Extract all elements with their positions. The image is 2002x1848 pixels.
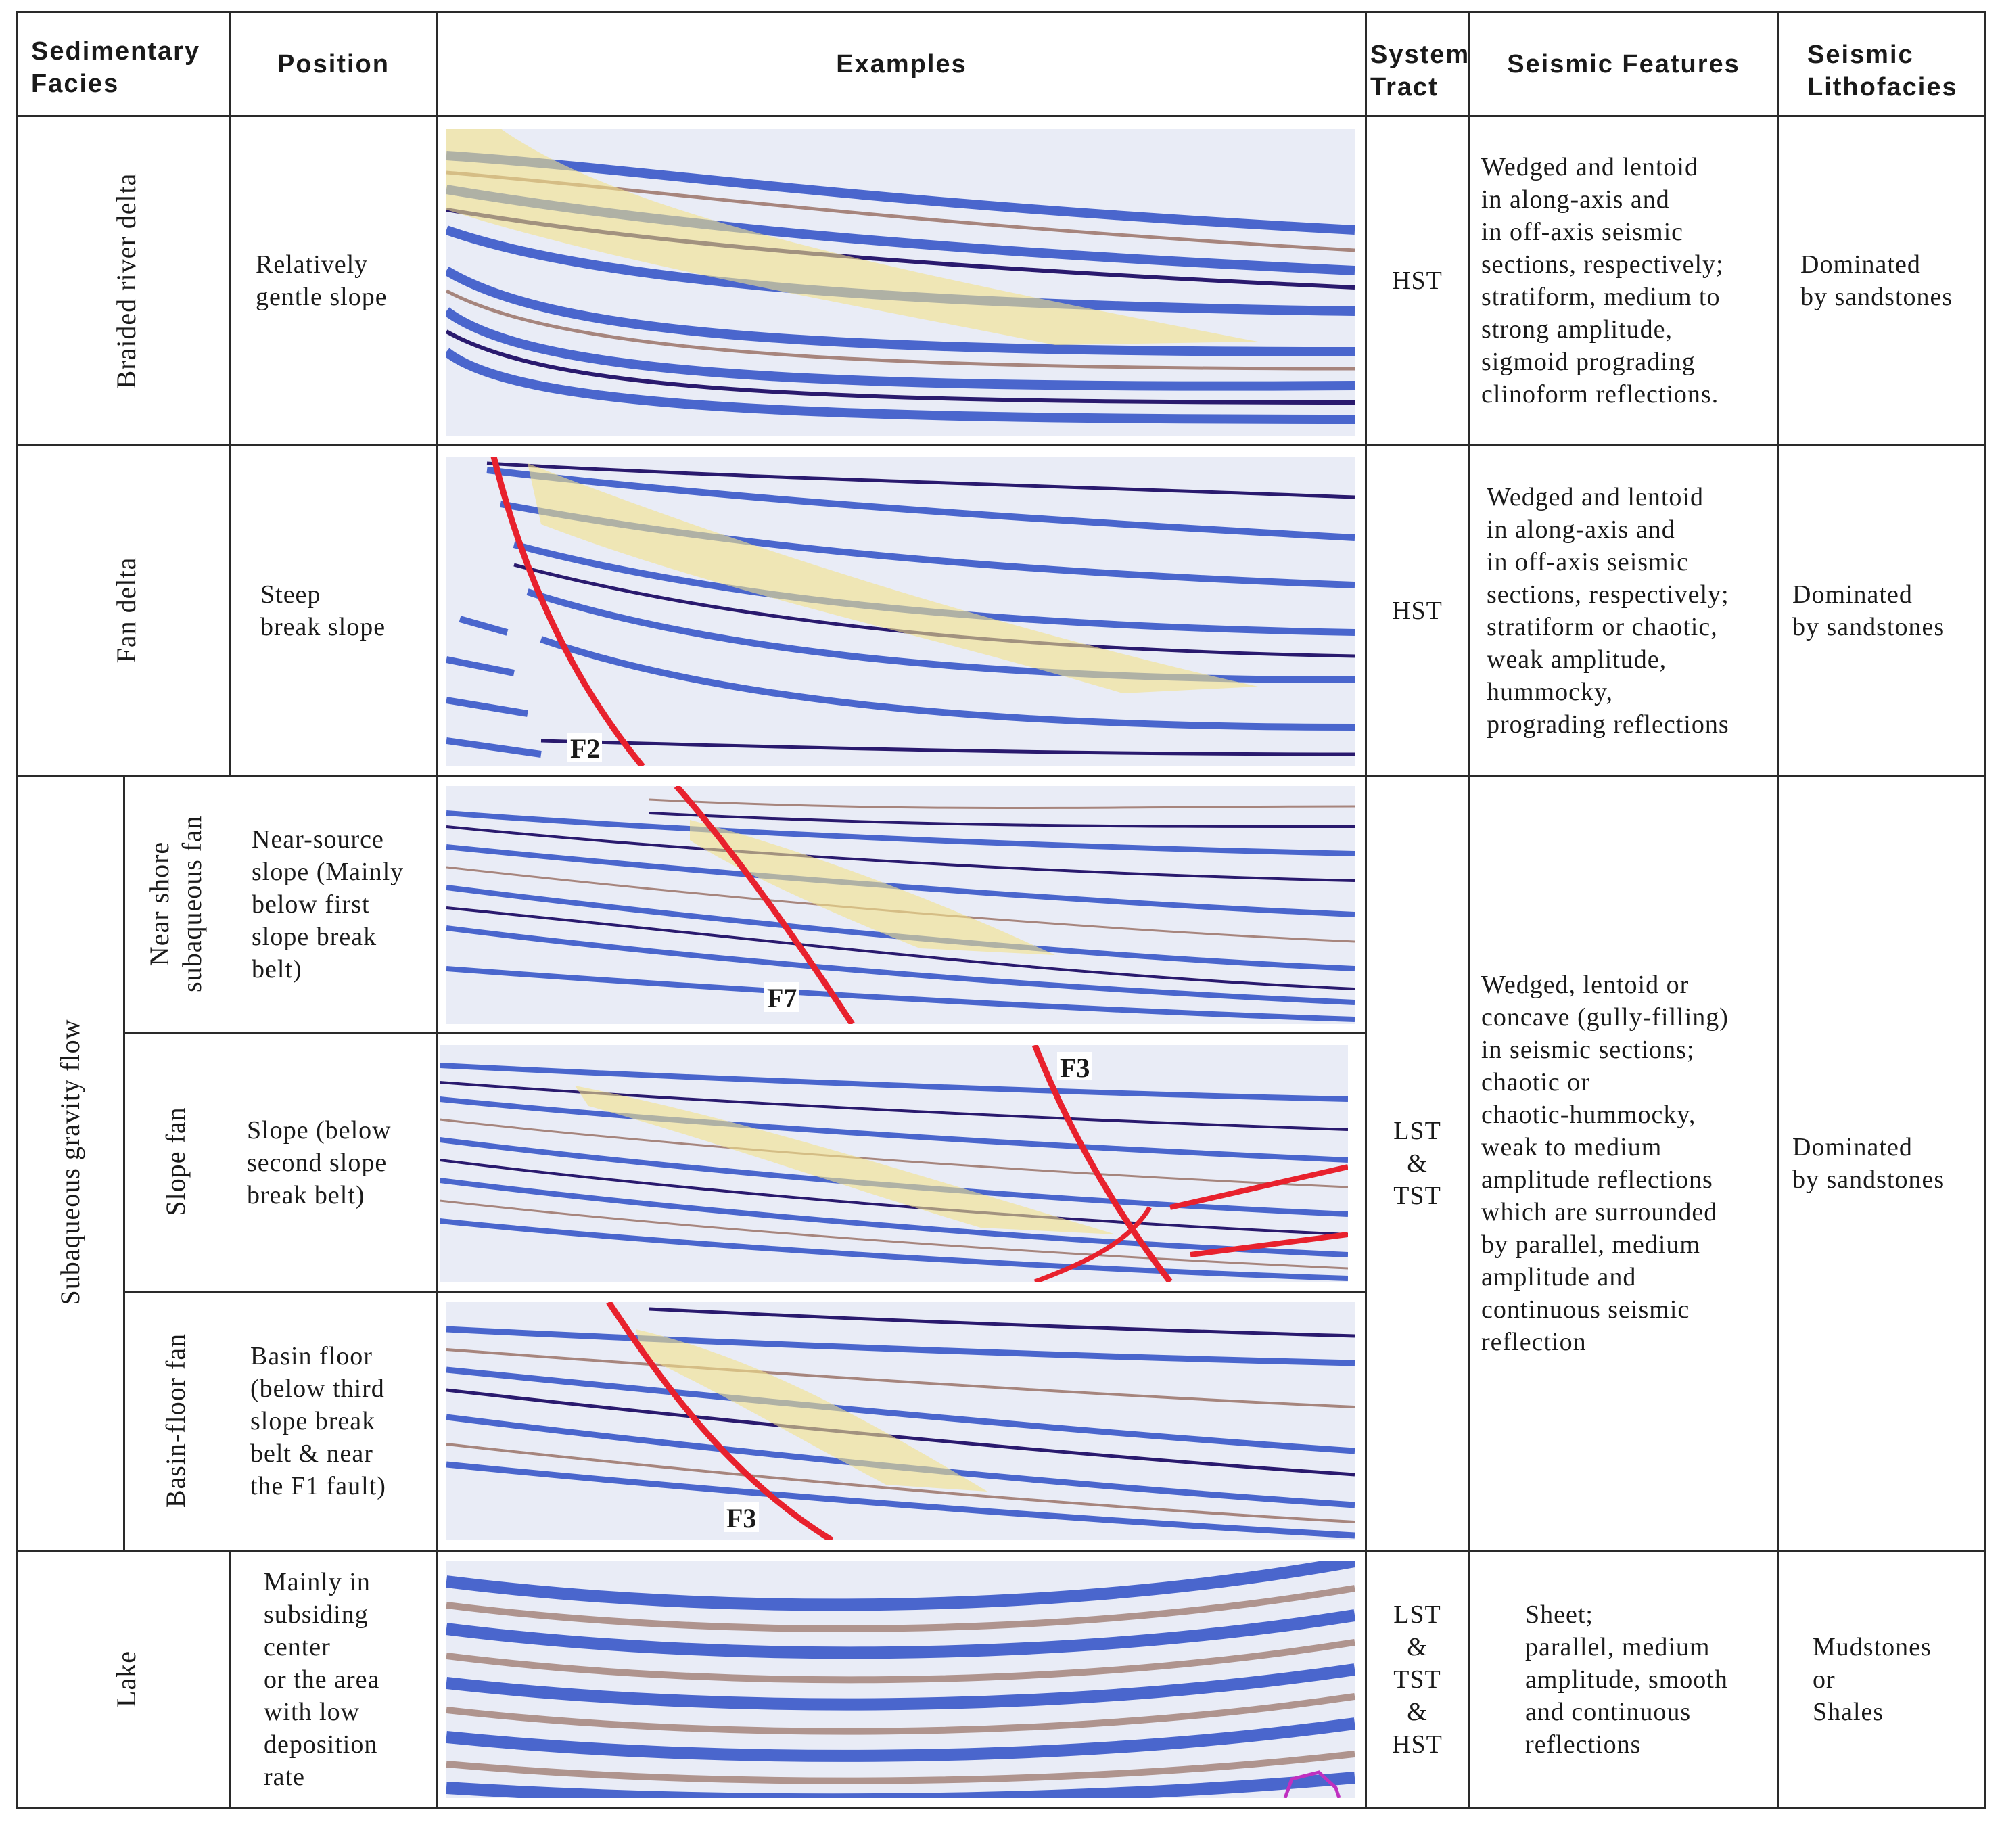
- position-lake: Mainly in subsiding center or the area w…: [264, 1568, 380, 1791]
- tract-gravity-flow: LST & TST: [1393, 1116, 1441, 1210]
- col-border: [1777, 11, 1779, 1809]
- facies-braided-river-delta: Braided river delta: [111, 172, 141, 389]
- features-gravity-flow: Wedged, lentoid or concave (gully-fillin…: [1481, 970, 1729, 1356]
- features-fan-delta: Wedged and lentoid in along-axis and in …: [1487, 482, 1729, 739]
- col-border: [436, 11, 438, 1809]
- seismic-section-slope-fan: F3: [440, 1045, 1348, 1282]
- col-border: [1365, 11, 1367, 1809]
- position-near-shore-fan: Near-source slope (Mainly below first sl…: [252, 825, 404, 984]
- table-top-border: [16, 11, 1986, 13]
- seismic-section-basin-floor-fan: F3: [446, 1302, 1355, 1540]
- subcol-border: [123, 775, 125, 1552]
- fault-label-f3-slope: F3: [1060, 1053, 1090, 1083]
- fault-label-f7: F7: [767, 983, 797, 1013]
- header-system-tract: System Tract: [1370, 41, 1470, 101]
- features-lake: Sheet; parallel, medium amplitude, smoot…: [1525, 1600, 1728, 1759]
- header-facies: Sedimentary Facies: [31, 37, 201, 98]
- seismic-image-near-shore-fan: [446, 786, 1355, 1024]
- seismic-image-basin-floor-fan: [446, 1302, 1355, 1540]
- litho-braided: Dominated by sandstones: [1800, 250, 1953, 311]
- header-divider: [16, 115, 1986, 117]
- litho-fan-delta: Dominated by sandstones: [1792, 580, 1945, 641]
- seismic-section-fan-delta: F2: [446, 457, 1355, 766]
- subfacies-slope-fan: Slope fan: [160, 1107, 191, 1216]
- header-seismic-features: Seismic Features: [1507, 50, 1740, 78]
- subrow-divider: [123, 1032, 1365, 1034]
- col-border: [1468, 11, 1470, 1809]
- row-divider: [16, 775, 1986, 777]
- litho-lake: Mudstones or Shales: [1813, 1633, 1932, 1726]
- col-border: [16, 11, 18, 1809]
- fault-label-f2: F2: [570, 733, 601, 764]
- position-fan-delta: Steep break slope: [260, 580, 386, 641]
- header-position: Position: [277, 50, 390, 78]
- subrow-divider: [123, 1291, 1365, 1293]
- seismic-image-slope-fan: [440, 1045, 1348, 1282]
- litho-gravity-flow: Dominated by sandstones: [1792, 1132, 1945, 1194]
- seismic-image-braided: [446, 129, 1355, 436]
- facies-subaqueous-gravity-flow: Subaqueous gravity flow: [55, 1019, 85, 1306]
- seismic-image-lake: [446, 1561, 1355, 1798]
- row-divider: [16, 1550, 1986, 1552]
- facies-lake: Lake: [111, 1650, 141, 1707]
- header-seismic-lithofacies: Seismic Lithofacies: [1807, 41, 1958, 101]
- col-border: [229, 1550, 231, 1809]
- col-border: [1984, 11, 1986, 1809]
- table-bottom-border: [16, 1807, 1986, 1809]
- features-braided: Wedged and lentoid in along-axis and in …: [1481, 153, 1724, 409]
- seismic-image-fan-delta: [446, 457, 1355, 766]
- seismic-section-lake: [446, 1561, 1355, 1798]
- position-braided: Relatively gentle slope: [256, 250, 388, 311]
- row-divider: [16, 444, 1986, 446]
- facies-fan-delta: Fan delta: [111, 557, 141, 664]
- subfacies-near-shore-fan: Near shore subaqueous fan: [144, 815, 207, 992]
- seismic-section-near-shore-fan: F7: [446, 786, 1355, 1024]
- col-border: [229, 11, 231, 777]
- tract-fan-delta: HST: [1392, 596, 1443, 625]
- tract-braided: HST: [1392, 267, 1443, 295]
- subfacies-basin-floor-fan: Basin-floor fan: [160, 1333, 191, 1508]
- position-slope-fan: Slope (below second slope break belt): [247, 1115, 392, 1209]
- header-examples: Examples: [836, 50, 967, 78]
- tract-lake: LST & TST & HST: [1392, 1600, 1443, 1759]
- seismic-section-braided: [446, 129, 1355, 436]
- position-basin-floor-fan: Basin floor (below third slope break bel…: [250, 1342, 386, 1500]
- fault-label-f3-basin: F3: [726, 1503, 757, 1533]
